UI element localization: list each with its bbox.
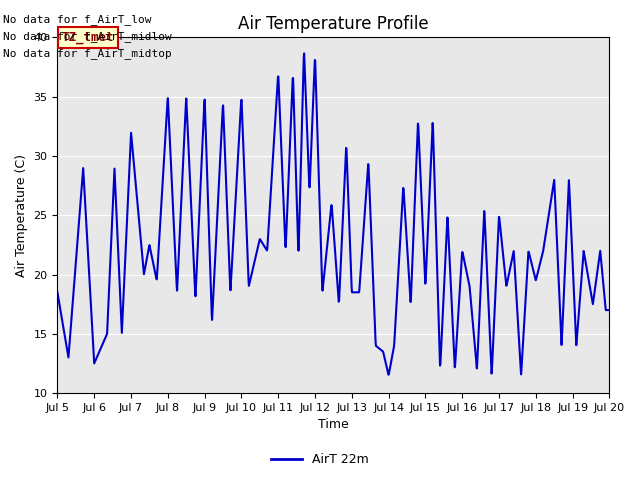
X-axis label: Time: Time [318,419,349,432]
Text: No data for f_AirT_midtop: No data for f_AirT_midtop [3,48,172,59]
Text: No data for f_AirT_midlow: No data for f_AirT_midlow [3,31,172,42]
Legend: AirT 22m: AirT 22m [266,448,374,471]
Y-axis label: Air Temperature (C): Air Temperature (C) [15,154,28,277]
Text: No data for f_AirT_low: No data for f_AirT_low [3,14,152,25]
Text: TZ_tmet: TZ_tmet [62,31,115,44]
Title: Air Temperature Profile: Air Temperature Profile [238,15,429,33]
